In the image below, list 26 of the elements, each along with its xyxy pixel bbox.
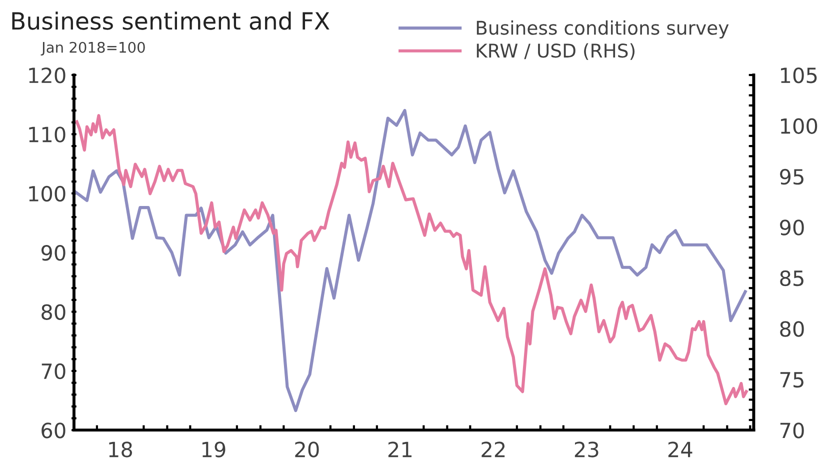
y2-tick-label: 95 — [780, 168, 804, 185]
y-tick-label: 110 — [29, 126, 66, 142]
x-tick-label: 24 — [668, 442, 692, 458]
y-tick-label: 120 — [29, 67, 66, 84]
y-tick-label: 70 — [42, 363, 66, 380]
x-tick-label: 23 — [574, 442, 598, 458]
x-tick-label: 18 — [109, 442, 132, 458]
y-tick-label: 80 — [42, 304, 66, 320]
y2-tick-label: 85 — [780, 270, 804, 286]
y2-tick-label: 80 — [780, 321, 804, 337]
legend-label: Business conditions survey — [476, 20, 729, 39]
y-tick-label: 90 — [41, 245, 66, 261]
y2-tick-label: 75 — [780, 372, 804, 388]
x-tick-label: 22 — [482, 442, 505, 458]
y2-tick-label: 70 — [780, 422, 804, 438]
x-tick-label: 21 — [388, 442, 412, 458]
x-tick-label: 20 — [295, 442, 319, 458]
y2-tick-label: 105 — [781, 67, 817, 84]
y-tick-label: 100 — [29, 186, 66, 202]
y2-tick-label: 100 — [781, 118, 818, 134]
chart-title: Business sentiment and FX — [12, 12, 330, 30]
legend-label: KRW / USD (RHS) — [476, 43, 634, 60]
y-tick-label: 60 — [42, 422, 66, 438]
y2-tick-label: 90 — [780, 220, 804, 236]
x-tick-label: 19 — [202, 442, 226, 458]
text: Jan 2018=100 — [40, 42, 145, 56]
